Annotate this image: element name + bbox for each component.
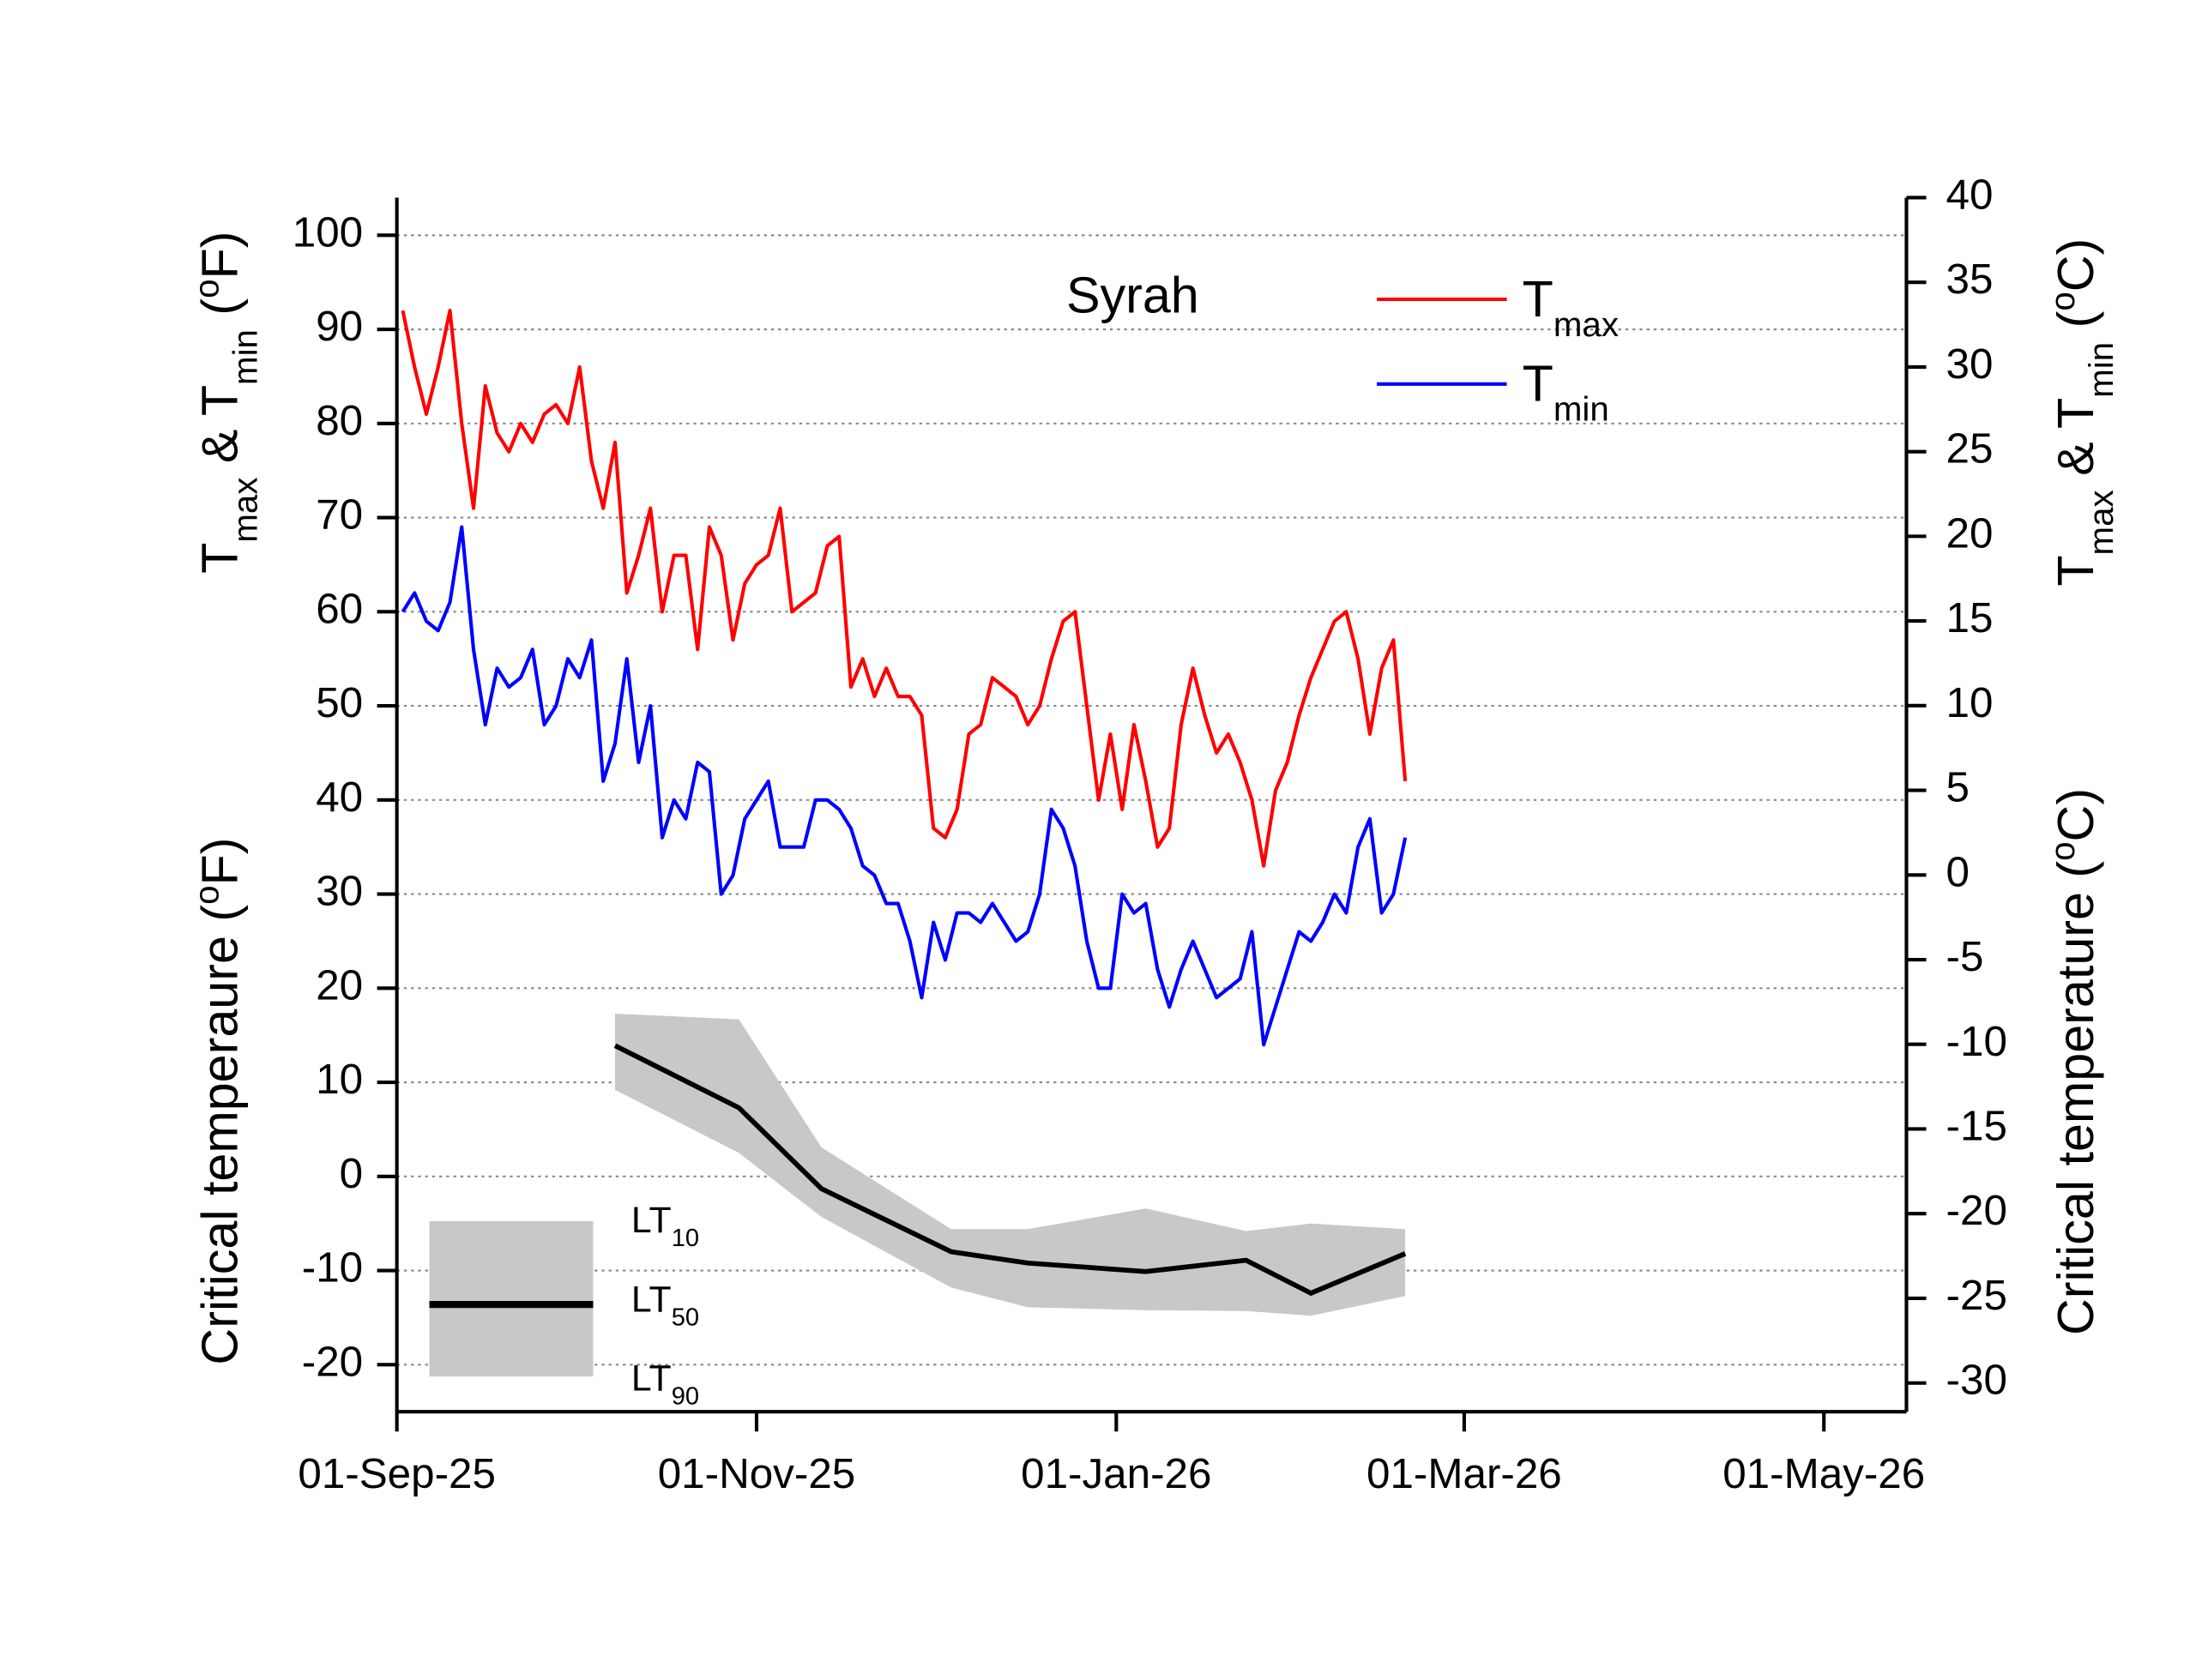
x-tick-label: 01-Jan-26 — [1021, 1450, 1211, 1497]
y2-tick-label: -20 — [1946, 1187, 2007, 1234]
y-tick-label: 80 — [316, 397, 363, 444]
y2-tick-label: 35 — [1946, 256, 1994, 303]
y2-tick-label: 15 — [1946, 594, 1994, 641]
x-tick-label: 01-Mar-26 — [1366, 1450, 1562, 1497]
y-tick-label: 0 — [340, 1150, 363, 1197]
y-tick-label: -20 — [302, 1338, 363, 1385]
y-axis-title-part: ( — [191, 298, 249, 329]
y2-axis-title-part: ( — [2047, 310, 2104, 341]
y2-tick-label: 40 — [1946, 172, 1994, 219]
y2-tick-label: -25 — [1946, 1272, 2007, 1319]
legend-label-part: max — [1553, 304, 1619, 343]
legend-label-part: LT — [631, 1200, 672, 1241]
legend-label-part: T — [1523, 355, 1553, 412]
x-tick-label: 01-Sep-25 — [298, 1450, 496, 1497]
legend-label: LT90 — [631, 1358, 699, 1411]
legend-label: LT50 — [631, 1279, 699, 1331]
y-tick-label: -10 — [302, 1244, 363, 1292]
y-axis-title-part: Critical temperaure ( — [191, 905, 249, 1365]
legend-label-part: 50 — [672, 1304, 699, 1331]
x-tick-label: 01-May-26 — [1722, 1450, 1925, 1497]
y2-axis-title-part: Critical temperature ( — [2047, 861, 2104, 1335]
y-tick-label: 50 — [316, 679, 363, 726]
y-axis-title-part: o — [187, 279, 226, 298]
y-axis-title: Tmax & Tmin (oF) — [187, 231, 264, 573]
legend-band — [429, 1220, 594, 1377]
y-tick-label: 40 — [316, 774, 363, 821]
y2-tick-label: -5 — [1946, 933, 1984, 980]
y-axis-title-part: o — [187, 885, 226, 904]
y-axis-title-part: min — [226, 329, 264, 385]
y2-tick-label: 5 — [1946, 764, 1970, 811]
y2-axis-title-part: C) — [2047, 788, 2104, 842]
y2-axis-title-part: T — [2047, 555, 2104, 586]
y2-tick-label: -30 — [1946, 1357, 2007, 1404]
legend-label-part: T — [1523, 270, 1553, 328]
y2-tick-label: 25 — [1946, 425, 1994, 473]
y2-tick-label: 10 — [1946, 679, 1994, 726]
y2-axis-title-part: min — [2081, 342, 2120, 398]
y-axis-title: Critical temperaure (oF) — [187, 838, 248, 1365]
y2-tick-label: 30 — [1946, 340, 1994, 388]
y-axis-title-part: F) — [191, 231, 249, 279]
y-tick-label: 70 — [316, 491, 363, 539]
y2-axis-title-part: o — [2042, 841, 2081, 860]
x-tick-label: 01-Nov-25 — [658, 1450, 856, 1497]
y2-axis-title-part: & T — [2047, 398, 2104, 491]
y2-axis-title: Critical temperature (oC) — [2042, 788, 2104, 1335]
y-axis-title-part: F) — [191, 838, 249, 886]
legend-label-part: 90 — [672, 1383, 699, 1411]
legend-label-part: LT — [631, 1358, 672, 1400]
lt-band — [614, 1013, 1406, 1316]
y-axis-title-part: T — [191, 543, 249, 574]
legend-label: LT10 — [631, 1200, 699, 1252]
y-tick-label: 100 — [293, 208, 363, 256]
y2-axis-title: Tmax & Tmin (oC) — [2042, 238, 2120, 587]
lt50-line — [613, 1043, 1407, 1297]
y2-tick-label: 20 — [1946, 509, 1994, 557]
legend-label: Tmax — [1523, 270, 1619, 344]
legend-label-part: min — [1553, 389, 1609, 428]
y-tick-label: 20 — [316, 961, 363, 1009]
series-line — [401, 525, 1408, 1047]
y2-axis-title-part: o — [2042, 292, 2081, 310]
y-tick-label: 90 — [316, 303, 363, 350]
legend-label: Tmin — [1523, 355, 1609, 429]
chart-title: Syrah — [1066, 267, 1199, 324]
y2-tick-label: 0 — [1946, 848, 1970, 895]
y-axis-title-part: & T — [191, 385, 249, 478]
y2-axis-title-part: max — [2081, 490, 2120, 555]
series-line — [401, 309, 1408, 868]
y-tick-label: 30 — [316, 868, 363, 915]
legend-label-part: 10 — [672, 1225, 699, 1252]
legend-label-part: LT — [631, 1279, 672, 1320]
y2-tick-label: -15 — [1946, 1103, 2007, 1150]
y-tick-label: 60 — [316, 585, 363, 632]
y-tick-label: 10 — [316, 1056, 363, 1103]
y2-axis-title-part: C) — [2047, 238, 2104, 292]
y2-tick-label: -10 — [1946, 1018, 2007, 1065]
y-axis-title-part: max — [226, 478, 264, 543]
